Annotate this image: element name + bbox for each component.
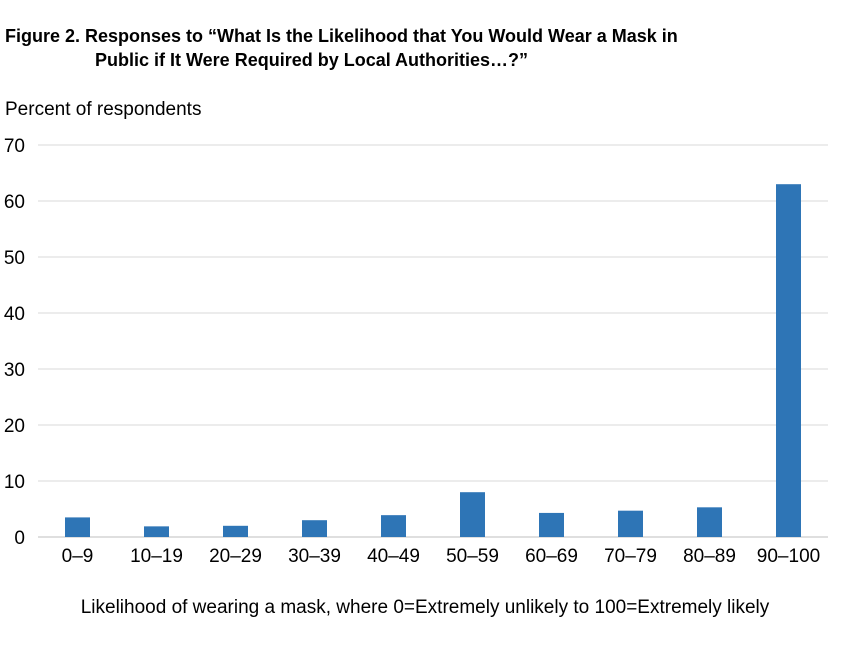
bar — [460, 492, 485, 537]
y-tick-label: 50 — [4, 248, 25, 269]
x-tick-label: 10–19 — [130, 546, 183, 567]
x-tick-label: 70–79 — [604, 546, 657, 567]
x-tick-label: 90–100 — [757, 546, 820, 567]
y-tick-label: 70 — [4, 136, 25, 157]
bar — [65, 517, 90, 537]
x-tick-label: 60–69 — [525, 546, 578, 567]
bar — [618, 510, 643, 537]
y-axis-label: Percent of respondents — [5, 99, 202, 120]
y-tick-label: 10 — [4, 472, 25, 493]
x-tick-label: 20–29 — [209, 546, 262, 567]
bar — [697, 507, 722, 537]
bar — [302, 520, 327, 537]
bar — [539, 512, 564, 537]
x-tick-labels: 0–9 10–19 20–29 30–39 40–49 50–59 60–69 70–79 80… — [62, 546, 821, 567]
x-tick-label: 40–49 — [367, 546, 420, 567]
y-tick-label: 40 — [4, 304, 25, 325]
x-tick-label: 50–59 — [446, 546, 499, 567]
x-tick-label: 30–39 — [288, 546, 341, 567]
bars — [65, 184, 801, 537]
x-tick-label: 0–9 — [62, 546, 94, 567]
gridlines — [38, 144, 828, 538]
x-tick-label: 80–89 — [683, 546, 736, 567]
chart-title-line-2: Public if It Were Required by Local Auth… — [95, 50, 529, 70]
chart-title: Figure 2. Responses to “What Is the Like… — [5, 24, 678, 72]
y-tick-label: 0 — [14, 528, 25, 549]
bar — [381, 515, 406, 537]
y-tick-label: 20 — [4, 416, 25, 437]
y-tick-labels: 0 10 20 30 40 50 60 70 — [4, 136, 25, 549]
bar — [144, 526, 169, 537]
bar — [776, 184, 801, 537]
bar — [223, 525, 248, 537]
chart-title-line-1: Figure 2. Responses to “What Is the Like… — [5, 26, 678, 46]
x-axis-label: Likelihood of wearing a mask, where 0=Ex… — [80, 597, 770, 618]
y-tick-label: 60 — [4, 192, 25, 213]
y-tick-label: 30 — [4, 360, 25, 381]
